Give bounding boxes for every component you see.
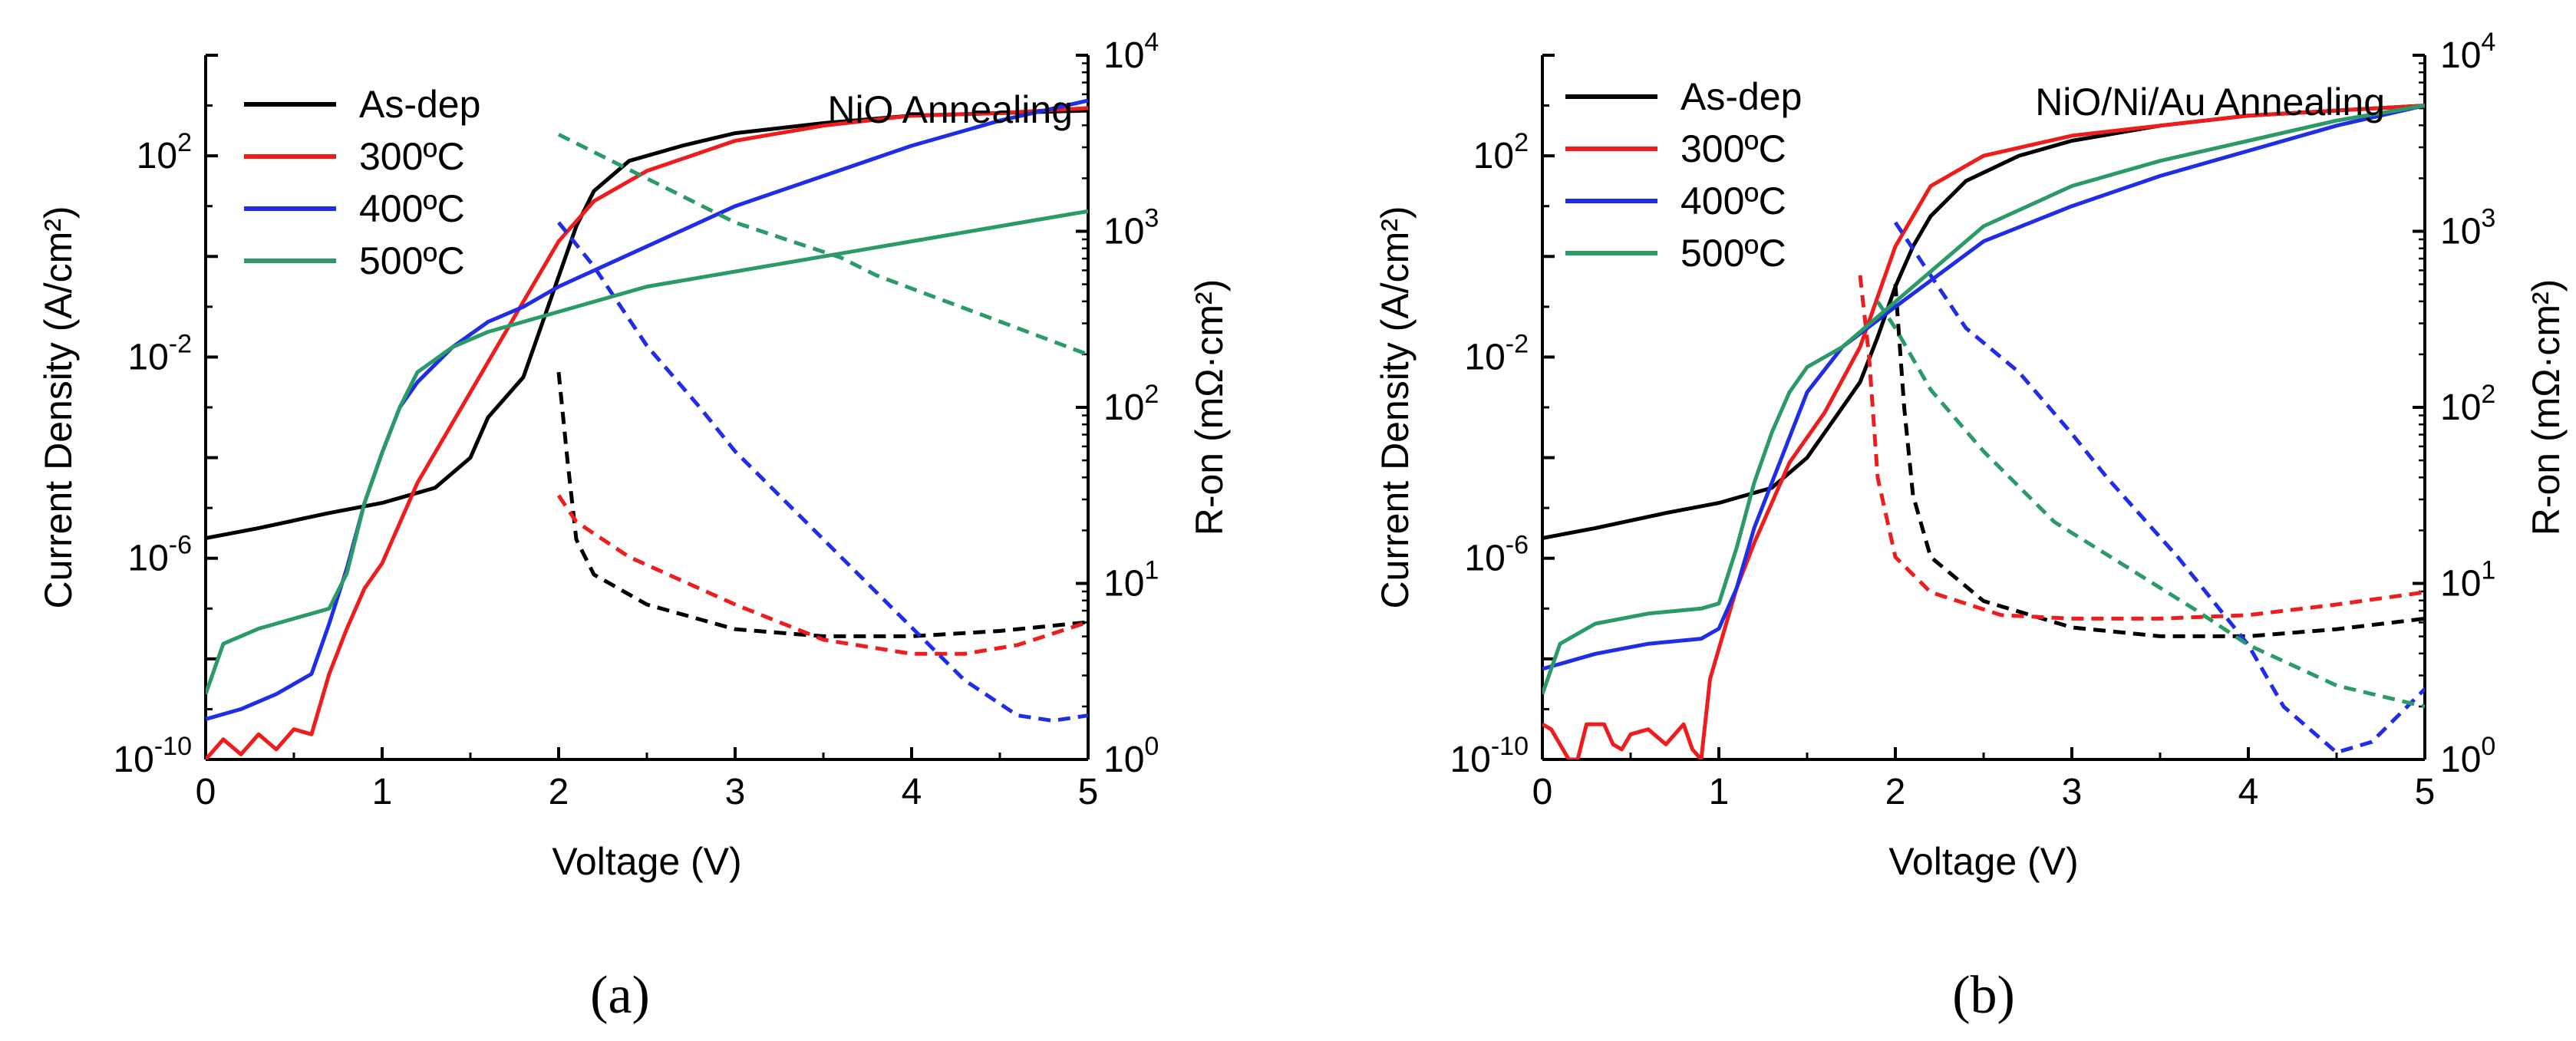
panel-annotation: NiO Annealing (827, 88, 1073, 131)
y-left-tick-label: 10-10 (1450, 732, 1529, 780)
y-left-tick-label: 10-6 (1464, 531, 1529, 579)
x-tick-label: 5 (1078, 772, 1099, 812)
jv-line-500degc (1542, 104, 2425, 695)
x-tick-label: 0 (196, 772, 216, 812)
legend-label-as-dep: As-dep (359, 83, 480, 126)
x-tick-label: 2 (1885, 772, 1906, 812)
x-axis-title: Voltage (V) (1888, 840, 2078, 883)
x-tick-label: 3 (725, 772, 746, 812)
ron-line-500degc (557, 133, 1088, 357)
ron-line-300degc (556, 494, 1088, 656)
y-right-tick-label: 103 (2440, 204, 2495, 252)
jv-line-as-dep (1542, 104, 2425, 540)
y-left-tick-label: 10-2 (127, 329, 192, 377)
x-tick-label: 0 (1532, 772, 1553, 812)
x-tick-label: 2 (549, 772, 569, 812)
y-right-tick-label: 104 (2440, 28, 2495, 76)
y-right-tick-label: 100 (2440, 732, 2495, 780)
panel-annotation: NiO/Ni/Au Annealing (2035, 81, 2385, 124)
x-tick-label: 1 (1709, 772, 1730, 812)
y-right-tick-label: 102 (2440, 380, 2495, 428)
panel-a: 0 1 2 3 4 5 10-10 10-6 10-2 102 100 101 102 103 104 Vol… (37, 28, 1231, 1025)
panel-b: 0 1 2 3 4 5 10-10 10-6 10-2 102 100 101 102 103 104 Vol… (1374, 28, 2568, 1025)
legend: As-dep 300ºC 400ºC 500ºC (1565, 75, 1802, 275)
y-axis-right-title: R-on (mΩ·cm²) (2525, 279, 2568, 536)
y-left-tick-label: 10-10 (113, 732, 192, 780)
y-left-tick-label: 102 (137, 128, 192, 176)
ron-line-500degc (1875, 300, 2425, 709)
x-tick-label: 4 (902, 772, 922, 812)
y-axis-left-title: Current Density (A/cm²) (37, 206, 80, 608)
y-right-tick-label: 101 (2440, 556, 2495, 605)
legend-label-300degc: 300ºC (1681, 127, 1786, 170)
y-left-tick-label: 102 (1473, 128, 1529, 176)
jv-line-300degc (206, 106, 1088, 759)
y-left-tick-label: 10-2 (1464, 329, 1529, 377)
ron-line-400degc (557, 221, 1088, 723)
legend: As-dep 300ºC 400ºC 500ºC (244, 83, 480, 282)
x-tick-label: 5 (2415, 772, 2436, 812)
y-axis-left-title: Current Density (A/cm²) (1374, 206, 1417, 608)
y-right-tick-label: 101 (1103, 556, 1159, 605)
panel-label: (b) (1952, 966, 2015, 1025)
legend-label-400degc: 400ºC (1681, 180, 1786, 222)
legend-label-400degc: 400ºC (359, 187, 465, 230)
x-tick-label: 3 (2062, 772, 2083, 812)
y-right-tick-label: 102 (1103, 380, 1159, 428)
ron-line-300degc (1858, 275, 2425, 621)
jv-line-300degc (1542, 104, 2425, 759)
legend-label-300degc: 300ºC (359, 135, 465, 178)
x-axis-title: Voltage (V) (552, 840, 741, 883)
legend-label-as-dep: As-dep (1681, 75, 1802, 118)
ron-line-400degc (1893, 221, 2425, 755)
jv-line-500degc (206, 209, 1088, 695)
x-tick-label: 1 (372, 772, 393, 812)
y-right-tick-label: 104 (1103, 28, 1159, 76)
panel-label: (a) (590, 966, 650, 1025)
x-tick-label: 4 (2238, 772, 2259, 812)
legend-label-500degc: 500ºC (359, 239, 465, 282)
y-right-tick-label: 100 (1103, 732, 1159, 780)
legend-label-500degc: 500ºC (1681, 232, 1786, 275)
jv-line-400degc (1542, 104, 2425, 671)
y-right-tick-label: 103 (1103, 204, 1159, 252)
ron-line-as-dep (556, 371, 1088, 638)
y-left-tick-label: 10-6 (127, 531, 192, 579)
jv-line-400degc (206, 98, 1088, 721)
ron-line-as-dep (1893, 284, 2425, 638)
jv-line-as-dep (206, 108, 1088, 540)
y-axis-right-title: R-on (mΩ·cm²) (1188, 279, 1231, 536)
